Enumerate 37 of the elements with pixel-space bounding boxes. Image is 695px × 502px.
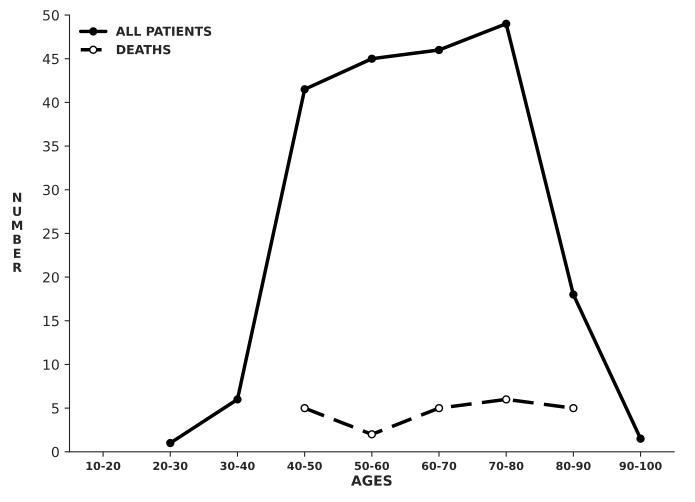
x-tick-label: 80-90 bbox=[556, 462, 591, 470]
x-tick-label: 60-70 bbox=[422, 462, 456, 470]
y-tick-label: 0 bbox=[52, 446, 59, 458]
legend-label: DEATHS bbox=[116, 44, 170, 54]
x-tick-label: 40-50 bbox=[287, 462, 322, 470]
y-tick-label: 5 bbox=[52, 403, 59, 414]
point bbox=[300, 404, 309, 412]
x-tick-label: 30-40 bbox=[220, 462, 255, 470]
y-tick-label: 45 bbox=[42, 54, 59, 64]
y-tick-label: 40 bbox=[42, 97, 59, 108]
point bbox=[166, 438, 174, 448]
point bbox=[368, 430, 376, 438]
point bbox=[636, 434, 645, 443]
x-tick-label: 10-20 bbox=[86, 462, 120, 470]
y-tick-label: 35 bbox=[43, 141, 59, 152]
point bbox=[502, 20, 510, 28]
x-tick-label: 70-80 bbox=[489, 462, 524, 470]
y-tick-label: 25 bbox=[43, 228, 59, 239]
point bbox=[233, 395, 242, 404]
point bbox=[434, 404, 444, 412]
y-tick-label: 15 bbox=[44, 316, 59, 326]
point bbox=[368, 54, 376, 63]
y-axis-title: NUMBER bbox=[12, 192, 22, 272]
y-tick-label: 30 bbox=[43, 184, 59, 196]
x-tick-label: 50-60 bbox=[354, 462, 390, 470]
point bbox=[569, 290, 578, 299]
y-tick-label: 10 bbox=[44, 359, 59, 370]
point bbox=[502, 395, 510, 404]
x-axis-title: AGES bbox=[351, 475, 392, 486]
legend-label: ALL PATIENTS bbox=[116, 26, 212, 36]
point bbox=[434, 46, 444, 54]
point bbox=[300, 85, 309, 94]
y-tick-label: 50 bbox=[43, 10, 59, 21]
y-tick-label: 20 bbox=[43, 272, 59, 283]
x-tick-label: 20-30 bbox=[153, 462, 188, 470]
x-tick-label: 90-100 bbox=[620, 462, 662, 470]
point bbox=[569, 404, 578, 412]
